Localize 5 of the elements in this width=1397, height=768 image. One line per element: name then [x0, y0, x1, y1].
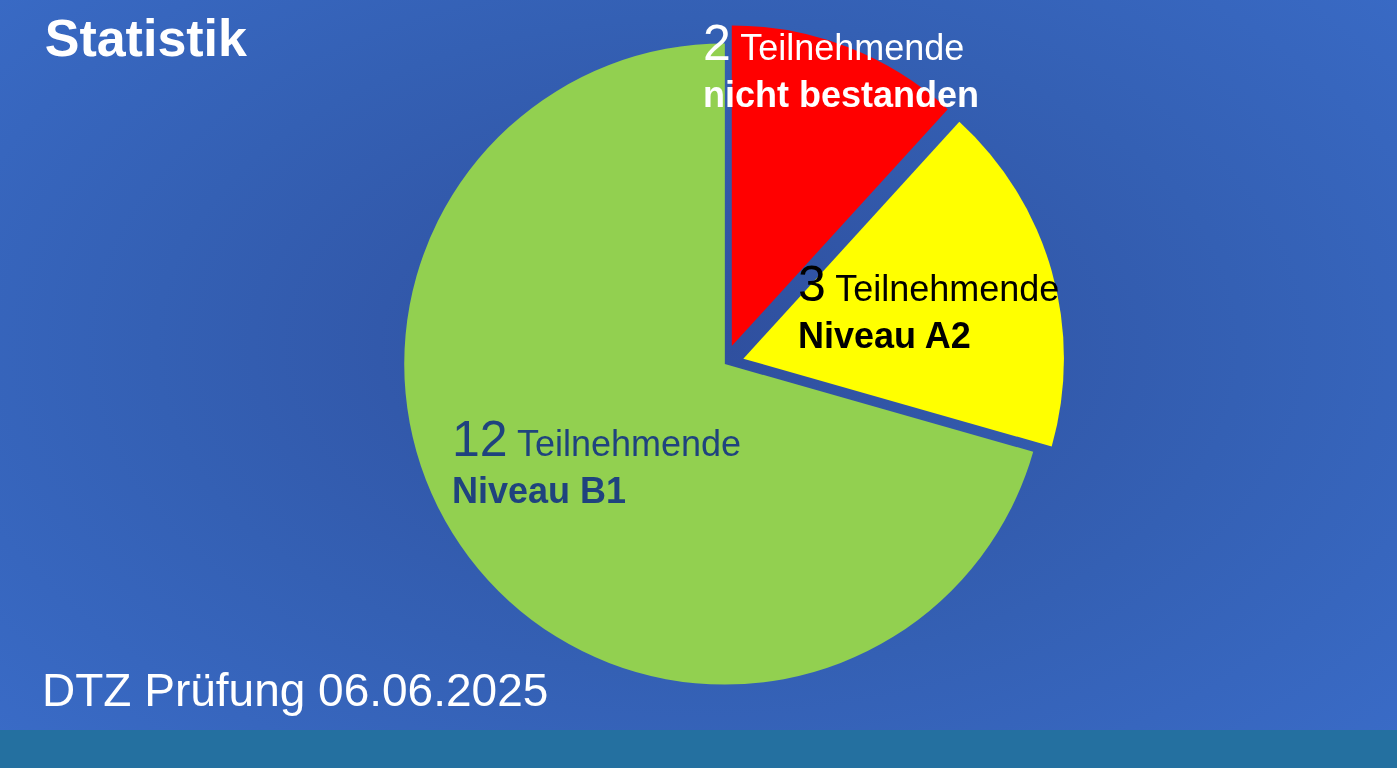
text: DTZ Prüfung 06.06.2025 — [42, 664, 549, 716]
data-label: 12 Teilnehmende — [452, 411, 742, 467]
slice-label: Niveau A2 — [798, 314, 971, 356]
slice-label: Niveau B1 — [452, 469, 627, 511]
chart-title: Statistik — [44, 8, 248, 67]
